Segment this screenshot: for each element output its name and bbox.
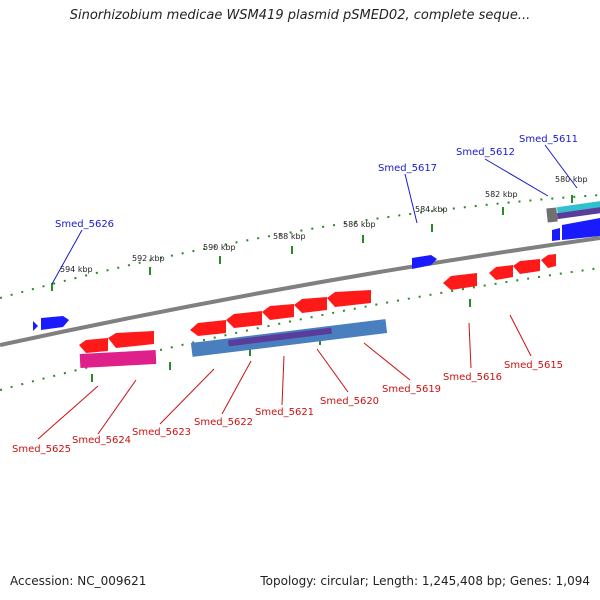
tick-label: 580 kbp xyxy=(555,175,588,184)
backbone xyxy=(0,236,600,347)
gene-arrow[interactable] xyxy=(513,259,540,274)
map-title: Sinorhizobium medicae WSM419 plasmid pSM… xyxy=(69,8,531,23)
gene-label[interactable]: Smed_5621 xyxy=(255,407,314,418)
gene-arrow[interactable] xyxy=(33,321,38,331)
gene-label[interactable]: Smed_5622 xyxy=(194,417,253,428)
gene-label[interactable]: Smed_5619 xyxy=(382,384,441,395)
gene-arrow[interactable] xyxy=(541,254,556,268)
inner-tick-track xyxy=(0,267,600,391)
gene-arrow[interactable] xyxy=(562,218,600,240)
gene-arrow[interactable] xyxy=(552,228,560,241)
gene-label[interactable]: Smed_5616 xyxy=(443,372,502,383)
gene-arrow[interactable] xyxy=(190,320,226,336)
reverse-leaders xyxy=(37,314,532,440)
cds-block[interactable] xyxy=(228,327,332,347)
tick-label: 582 kbp xyxy=(485,190,518,199)
gene-arrow[interactable] xyxy=(443,273,477,290)
gene-arrow[interactable] xyxy=(489,265,513,280)
gene-label[interactable]: Smed_5626 xyxy=(55,219,114,230)
gene-label[interactable]: Smed_5624 xyxy=(72,435,131,446)
gene-label[interactable]: Smed_5617 xyxy=(378,163,437,174)
gene-arrow[interactable] xyxy=(327,290,371,307)
gene-label[interactable]: Smed_5625 xyxy=(12,444,71,455)
gene-arrow[interactable] xyxy=(226,311,262,328)
gene-arrow[interactable] xyxy=(262,304,294,320)
gene-arrow[interactable] xyxy=(294,297,327,313)
gene-label[interactable]: Smed_5620 xyxy=(320,396,379,407)
genome-summary-text: Topology: circular; Length: 1,245,408 bp… xyxy=(260,574,590,588)
tick-label: 586 kbp xyxy=(343,220,376,229)
tick-label: 592 kbp xyxy=(132,254,165,263)
gene-arrow[interactable] xyxy=(79,338,108,353)
gene-arrow[interactable] xyxy=(108,331,154,348)
outer-tick-track xyxy=(0,194,600,299)
cds-block[interactable] xyxy=(546,207,558,223)
gene-label[interactable]: Smed_5611 xyxy=(519,134,578,145)
tick-label: 588 kbp xyxy=(273,232,306,241)
tick-label: 590 kbp xyxy=(203,243,236,252)
forward-genes xyxy=(33,200,600,331)
gene-label[interactable]: Smed_5612 xyxy=(456,147,515,158)
tick-label: 594 kbp xyxy=(60,265,93,274)
forward-leaders xyxy=(51,144,578,285)
cds-block[interactable] xyxy=(556,200,600,214)
tick-label: 584 kbp xyxy=(415,205,448,214)
accession-text: Accession: NC_009621 xyxy=(10,574,147,588)
cds-block[interactable] xyxy=(79,350,157,368)
gene-label[interactable]: Smed_5615 xyxy=(504,360,563,371)
gene-arrow[interactable] xyxy=(412,255,437,269)
gene-arrow[interactable] xyxy=(41,316,69,330)
gene-label[interactable]: Smed_5623 xyxy=(132,427,191,438)
cds-block[interactable] xyxy=(556,206,600,220)
reverse-genes xyxy=(79,254,556,368)
